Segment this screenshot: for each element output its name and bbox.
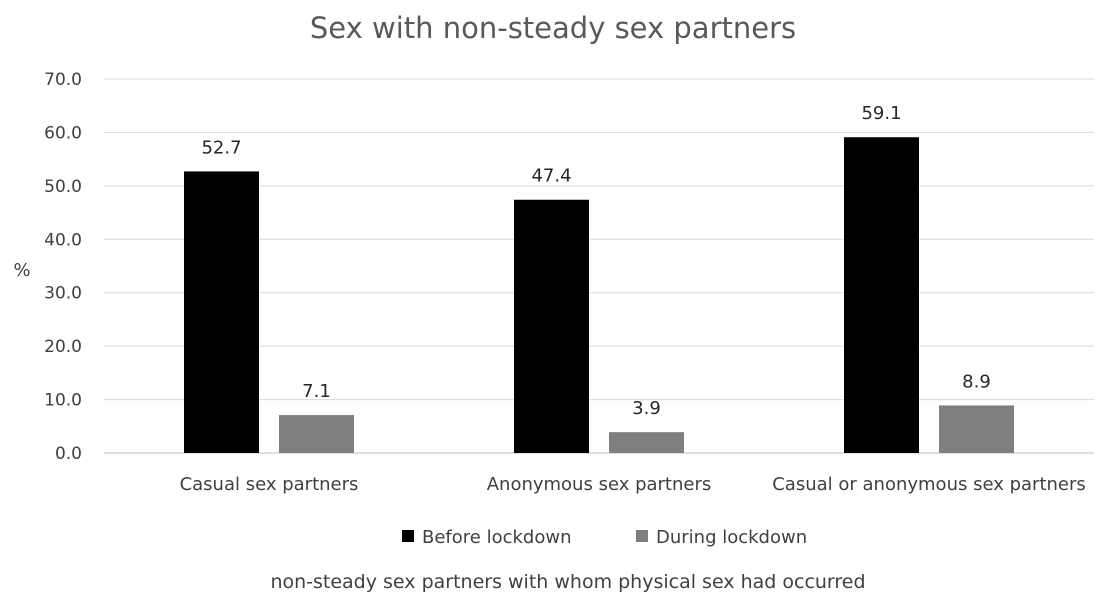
data-label: 52.7	[201, 137, 241, 158]
y-tick-label: 0.0	[55, 444, 82, 464]
y-tick-label: 50.0	[44, 177, 82, 197]
legend-label: During lockdown	[656, 527, 807, 548]
bar	[844, 137, 919, 453]
legend-label: Before lockdown	[422, 527, 571, 548]
legend-swatch	[402, 530, 414, 542]
y-tick-label: 70.0	[44, 70, 82, 90]
bar	[609, 432, 684, 453]
data-label: 59.1	[861, 103, 901, 124]
legend-swatch	[636, 530, 648, 542]
y-tick-label: 10.0	[44, 391, 82, 411]
y-axis-label: %	[13, 260, 30, 281]
y-tick-label: 40.0	[44, 230, 82, 250]
bar	[184, 171, 259, 453]
x-axis-label: non-steady sex partners with whom physic…	[270, 571, 865, 593]
category-label: Casual or anonymous sex partners	[772, 474, 1086, 495]
bar	[279, 415, 354, 453]
data-label: 7.1	[302, 381, 331, 402]
data-label: 47.4	[531, 166, 571, 187]
data-label: 3.9	[632, 398, 661, 419]
chart-title: Sex with non-steady sex partners	[310, 11, 796, 45]
category-label: Casual sex partners	[180, 474, 359, 495]
category-labels: Casual sex partners Anonymous sex partner…	[180, 474, 1086, 495]
y-tick-label: 60.0	[44, 123, 82, 143]
data-label: 8.9	[962, 371, 991, 392]
legend: Before lockdown During lockdown	[402, 527, 807, 548]
y-tick-label: 30.0	[44, 284, 82, 304]
bars	[184, 137, 1014, 453]
bar	[514, 200, 589, 453]
bar	[939, 405, 1014, 453]
category-label: Anonymous sex partners	[487, 474, 712, 495]
y-tick-label: 20.0	[44, 337, 82, 357]
y-axis-ticks: 0.0 10.0 20.0 30.0 40.0 50.0 60.0 70.0	[44, 70, 82, 464]
